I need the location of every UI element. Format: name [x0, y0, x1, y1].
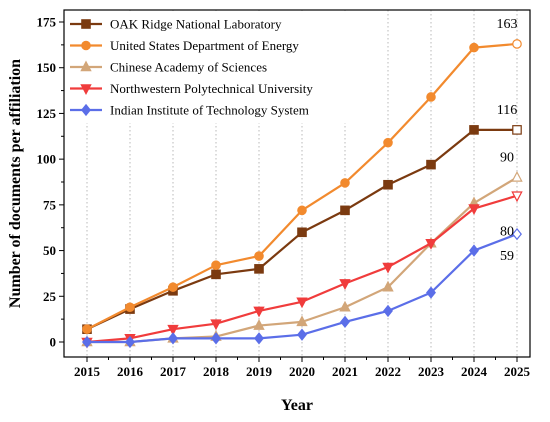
data-point [426, 92, 436, 102]
data-point [125, 302, 135, 313]
data-point [167, 324, 179, 336]
data-point [82, 324, 92, 334]
data-point [511, 170, 523, 182]
series-4 [81, 191, 523, 349]
data-point [254, 251, 264, 261]
data-point [383, 179, 393, 190]
y-axis-title: Number of documents per affiliation [7, 59, 24, 308]
y-tick-label: 150 [37, 60, 57, 75]
data-point [512, 125, 522, 135]
data-point [168, 332, 178, 345]
data-point [339, 300, 351, 312]
data-point [383, 304, 393, 318]
data-point [253, 306, 265, 318]
x-tick-label: 2024 [461, 364, 488, 379]
data-labels: 116 163 90 80 59 [497, 17, 518, 264]
y-tick-label: 25 [43, 289, 57, 304]
data-point [511, 191, 523, 203]
plot-frame [63, 9, 531, 358]
data-point [297, 205, 307, 216]
data-point [125, 335, 135, 349]
data-label: 90 [500, 150, 514, 165]
y-tick-label: 100 [37, 152, 57, 167]
y-tick-label: 50 [43, 243, 56, 258]
x-tick-label: 2017 [160, 364, 187, 379]
data-point [210, 319, 222, 331]
legend-item: Northwestern Polytechnical University [70, 81, 313, 96]
x-tick-label: 2023 [418, 364, 445, 379]
data-point [468, 204, 480, 215]
data-point [211, 269, 221, 280]
data-point [254, 332, 264, 345]
data-point [469, 42, 479, 53]
data-point [339, 279, 351, 290]
legend-marker [81, 40, 91, 51]
legend-label: Northwestern Polytechnical University [110, 81, 313, 96]
series-2 [82, 39, 522, 334]
x-tick-label: 2021 [332, 364, 358, 379]
legend-item: Chinese Academy of Sciences [70, 60, 267, 75]
data-point [382, 280, 394, 292]
data-point [512, 39, 522, 49]
data-point [426, 286, 436, 299]
legend-label: OAK Ridge National Laboratory [110, 17, 282, 32]
legend-item: Indian Institute of Technology System [70, 103, 309, 118]
data-point [253, 319, 265, 330]
x-tick-label: 2020 [289, 364, 315, 379]
data-point [168, 282, 178, 292]
data-point [296, 297, 308, 309]
legend-item: United States Department of Energy [70, 38, 299, 53]
axes: 2015 2016 2017 2018 2019 2020 2021 2022 2023 2024… [37, 15, 531, 380]
data-point [297, 328, 307, 341]
x-tick-label: 2015 [74, 364, 101, 379]
x-tick-label: 2016 [117, 364, 144, 379]
series-5 [82, 227, 522, 349]
legend: OAK Ridge National Laboratory United Stat… [66, 11, 369, 123]
data-label: 116 [497, 103, 517, 118]
legend-label: United States Department of Energy [110, 38, 299, 53]
data-point [512, 227, 522, 241]
legend-marker [80, 84, 92, 95]
legend-background [66, 11, 369, 123]
data-point [383, 137, 393, 148]
data-point [425, 238, 437, 250]
series-layer [81, 39, 523, 349]
legend-label: Chinese Academy of Sciences [110, 60, 267, 75]
data-point [340, 315, 350, 329]
data-point [211, 332, 221, 345]
data-point [340, 178, 350, 188]
y-tick-label: 0 [50, 335, 57, 350]
y-tick-label: 125 [37, 106, 57, 121]
data-label: 80 [500, 225, 514, 240]
legend-marker [81, 103, 91, 117]
data-point [254, 264, 264, 274]
y-tick-label: 175 [37, 15, 57, 30]
x-axis-title: Year [281, 397, 313, 414]
data-point [469, 125, 479, 135]
legend-item: OAK Ridge National Laboratory [70, 17, 282, 32]
legend-marker [80, 60, 92, 72]
data-point [340, 205, 350, 216]
data-point [297, 227, 307, 238]
data-point [382, 262, 394, 274]
x-tick-label: 2025 [504, 364, 531, 379]
data-point [469, 244, 479, 257]
data-point [211, 260, 221, 270]
legend-marker [81, 19, 91, 29]
data-label: 59 [500, 249, 514, 264]
x-tick-label: 2018 [203, 364, 230, 379]
y-tick-label: 75 [43, 197, 57, 212]
x-tick-label: 2019 [246, 364, 273, 379]
data-point [296, 315, 308, 327]
data-label: 163 [497, 17, 518, 32]
data-point [426, 159, 436, 170]
x-tick-label: 2022 [375, 364, 401, 379]
data-point [82, 335, 92, 349]
legend-label: Indian Institute of Technology System [110, 103, 309, 118]
